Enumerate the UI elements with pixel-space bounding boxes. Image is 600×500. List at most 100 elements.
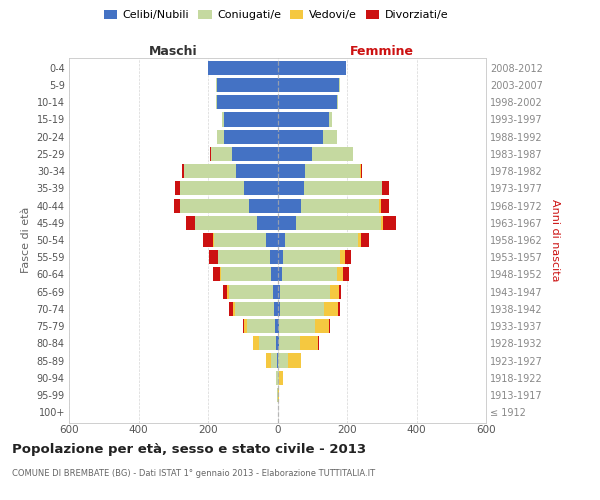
Bar bbox=[257, 216, 277, 230]
Bar bbox=[382, 182, 389, 196]
Bar bbox=[174, 198, 180, 212]
Bar bbox=[340, 250, 345, 264]
Bar bbox=[266, 354, 271, 368]
Bar bbox=[280, 284, 329, 298]
Bar bbox=[277, 250, 283, 264]
Bar bbox=[221, 268, 271, 281]
Bar bbox=[314, 319, 329, 333]
Bar bbox=[224, 130, 277, 144]
Bar bbox=[253, 336, 259, 350]
Bar bbox=[233, 302, 235, 316]
Bar bbox=[271, 268, 277, 281]
Bar bbox=[280, 302, 325, 316]
Bar bbox=[301, 198, 379, 212]
Bar bbox=[304, 182, 382, 196]
Bar bbox=[210, 147, 211, 161]
Bar bbox=[361, 233, 369, 247]
Bar bbox=[383, 216, 396, 230]
Bar bbox=[273, 284, 277, 298]
Bar bbox=[278, 388, 279, 402]
Text: Femmine: Femmine bbox=[350, 46, 414, 59]
Bar bbox=[277, 284, 280, 298]
Bar bbox=[277, 233, 285, 247]
Bar bbox=[236, 164, 277, 178]
Text: COMUNE DI BREMBATE (BG) - Dati ISTAT 1° gennaio 2013 - Elaborazione TUTTITALIA.I: COMUNE DI BREMBATE (BG) - Dati ISTAT 1° … bbox=[12, 469, 375, 478]
Bar bbox=[216, 95, 217, 110]
Bar bbox=[288, 354, 301, 368]
Y-axis label: Anni di nascita: Anni di nascita bbox=[550, 198, 560, 281]
Bar bbox=[271, 354, 277, 368]
Bar bbox=[277, 198, 301, 212]
Bar bbox=[208, 61, 277, 75]
Bar bbox=[180, 198, 249, 212]
Bar bbox=[277, 388, 278, 402]
Bar bbox=[195, 216, 257, 230]
Bar bbox=[285, 233, 358, 247]
Bar bbox=[277, 112, 329, 126]
Bar bbox=[275, 319, 277, 333]
Bar bbox=[203, 233, 213, 247]
Bar bbox=[235, 302, 274, 316]
Bar bbox=[278, 354, 288, 368]
Legend: Celibi/Nubili, Coniugati/e, Vedovi/e, Divorziati/e: Celibi/Nubili, Coniugati/e, Vedovi/e, Di… bbox=[100, 6, 452, 25]
Bar bbox=[186, 216, 195, 230]
Bar bbox=[277, 336, 278, 350]
Bar bbox=[277, 268, 281, 281]
Text: Maschi: Maschi bbox=[149, 46, 197, 59]
Bar bbox=[281, 268, 337, 281]
Bar bbox=[277, 164, 305, 178]
Bar bbox=[217, 95, 277, 110]
Bar bbox=[277, 147, 311, 161]
Bar bbox=[217, 78, 277, 92]
Bar bbox=[184, 164, 236, 178]
Bar bbox=[323, 130, 337, 144]
Bar bbox=[329, 284, 340, 298]
Bar bbox=[229, 302, 233, 316]
Bar bbox=[222, 112, 224, 126]
Bar bbox=[296, 216, 381, 230]
Y-axis label: Fasce di età: Fasce di età bbox=[21, 207, 31, 273]
Bar bbox=[381, 216, 383, 230]
Bar bbox=[182, 164, 184, 178]
Bar bbox=[277, 370, 279, 385]
Bar bbox=[279, 319, 314, 333]
Bar bbox=[358, 233, 361, 247]
Bar bbox=[277, 95, 337, 110]
Bar bbox=[217, 130, 224, 144]
Bar bbox=[277, 130, 323, 144]
Bar bbox=[259, 336, 276, 350]
Bar bbox=[247, 319, 275, 333]
Bar bbox=[277, 319, 279, 333]
Bar bbox=[244, 319, 247, 333]
Bar bbox=[277, 354, 278, 368]
Bar bbox=[325, 302, 338, 316]
Bar bbox=[277, 302, 280, 316]
Bar bbox=[224, 112, 277, 126]
Bar bbox=[223, 284, 227, 298]
Bar bbox=[318, 336, 319, 350]
Bar bbox=[381, 198, 389, 212]
Bar bbox=[266, 233, 277, 247]
Bar bbox=[277, 182, 304, 196]
Bar bbox=[220, 268, 221, 281]
Text: Popolazione per età, sesso e stato civile - 2013: Popolazione per età, sesso e stato civil… bbox=[12, 442, 366, 456]
Bar bbox=[277, 78, 340, 92]
Bar bbox=[211, 147, 232, 161]
Bar bbox=[227, 284, 229, 298]
Bar bbox=[283, 250, 340, 264]
Bar bbox=[276, 336, 277, 350]
Bar bbox=[274, 302, 277, 316]
Bar bbox=[300, 336, 318, 350]
Bar bbox=[337, 268, 343, 281]
Bar bbox=[279, 370, 283, 385]
Bar bbox=[270, 250, 277, 264]
Bar bbox=[345, 250, 351, 264]
Bar bbox=[214, 233, 266, 247]
Bar bbox=[329, 112, 332, 126]
Bar bbox=[379, 198, 381, 212]
Bar bbox=[277, 61, 346, 75]
Bar bbox=[249, 198, 277, 212]
Bar bbox=[343, 268, 349, 281]
Bar bbox=[305, 164, 360, 178]
Bar bbox=[175, 182, 180, 196]
